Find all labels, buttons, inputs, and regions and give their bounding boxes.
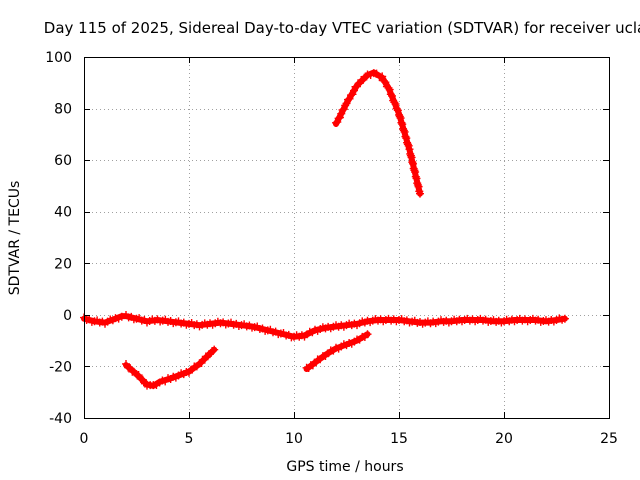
- data-point-marker: [401, 132, 410, 141]
- data-point-marker: [348, 90, 357, 99]
- data-point-marker: [400, 127, 409, 136]
- data-point-marker: [398, 120, 407, 129]
- data-point-marker: [397, 118, 406, 127]
- series-layer: [80, 69, 569, 390]
- data-point-marker: [338, 105, 347, 114]
- data-point-marker: [379, 76, 388, 85]
- data-point-marker: [416, 189, 424, 198]
- data-point-marker: [399, 126, 408, 135]
- data-point-marker: [378, 72, 387, 81]
- data-point-marker: [393, 106, 402, 115]
- data-point-marker: [337, 109, 346, 118]
- chart-title: Day 115 of 2025, Sidereal Day-to-day VTE…: [44, 19, 640, 37]
- x-tick-label: 25: [600, 431, 618, 447]
- y-tick-label: 100: [45, 50, 72, 66]
- axis-ticks: 0 5 10 15 20 25 -40 -20 0 20 40 60 80 100: [45, 50, 618, 447]
- data-point-marker: [335, 113, 344, 122]
- data-point-marker: [402, 134, 411, 143]
- data-point-marker: [339, 105, 348, 114]
- y-tick-label: -40: [49, 411, 72, 427]
- y-tick-label: 0: [63, 308, 72, 324]
- data-point-marker: [388, 91, 396, 100]
- y-tick-label: 60: [54, 153, 72, 169]
- data-point-marker: [384, 83, 393, 92]
- data-point-marker: [381, 78, 390, 87]
- x-axis-label: GPS time / hours: [286, 459, 403, 475]
- data-point-marker: [117, 312, 126, 321]
- data-point-marker: [333, 118, 342, 127]
- data-point-marker: [344, 95, 352, 104]
- data-point-marker: [332, 118, 340, 127]
- data-point-marker: [403, 140, 412, 149]
- y-tick-label: -20: [49, 359, 72, 375]
- x-tick-label: 0: [80, 431, 89, 447]
- data-point-marker: [396, 114, 405, 123]
- y-tick-label: 40: [54, 205, 72, 221]
- data-point-marker: [345, 94, 354, 103]
- data-point-marker: [392, 104, 401, 113]
- x-tick-label: 5: [185, 431, 194, 447]
- data-point-marker: [390, 98, 399, 107]
- data-point-marker: [385, 85, 394, 94]
- data-point-marker: [347, 91, 355, 100]
- data-point-marker: [560, 314, 569, 323]
- data-point-marker: [386, 90, 395, 99]
- x-tick-label: 10: [285, 431, 303, 447]
- data-point-marker: [404, 141, 413, 150]
- data-point-marker: [342, 99, 351, 108]
- plot-frame: [84, 57, 610, 419]
- data-point-marker: [210, 345, 219, 354]
- y-tick-label: 80: [54, 102, 72, 118]
- x-tick-label: 15: [390, 431, 408, 447]
- data-point-marker: [395, 112, 404, 121]
- y-axis-label: SDTVAR / TECUs: [7, 181, 23, 296]
- x-tick-label: 20: [495, 431, 513, 447]
- data-point-marker: [363, 330, 372, 339]
- y-tick-label: 20: [54, 256, 72, 272]
- data-point-marker: [391, 99, 400, 108]
- data-point-marker: [334, 114, 343, 123]
